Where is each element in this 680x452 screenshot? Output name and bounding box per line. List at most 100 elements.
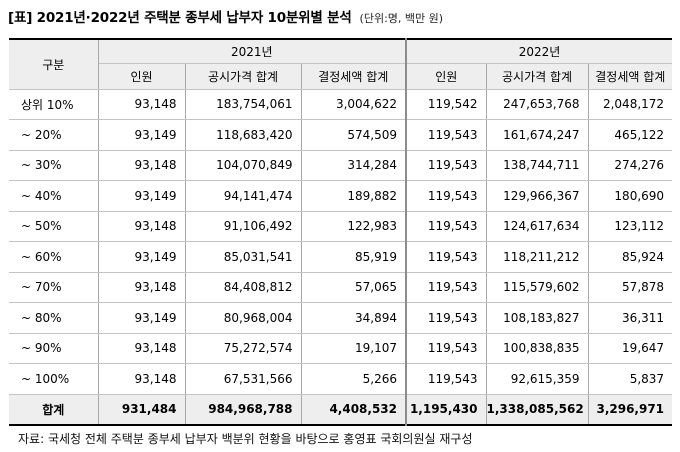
tax-decile-table: 구분 2021년 2022년 인원 공시가격 합계 결정세액 합계 인원 공시가… xyxy=(9,38,673,426)
cell-value: 93,149 xyxy=(97,241,186,273)
cell-value: 93,148 xyxy=(97,332,186,364)
cell-value: 119,543 xyxy=(405,119,487,151)
total-value: 3,296,971 xyxy=(587,393,673,425)
cell-value: 75,272,574 xyxy=(184,332,302,364)
cell-value: 124,617,634 xyxy=(485,210,589,242)
cell-value: 93,148 xyxy=(97,363,186,395)
cell-value: 161,674,247 xyxy=(485,119,589,151)
cell-value: 5,266 xyxy=(300,363,407,395)
header-price-2021: 공시가격 합계 xyxy=(184,62,302,90)
total-value: 1,338,085,562 xyxy=(485,393,589,425)
cell-value: 57,878 xyxy=(587,271,673,303)
cell-value: 91,106,492 xyxy=(184,210,302,242)
header-year-2021: 2021년 xyxy=(97,38,407,64)
title-row: [표] 2021년·2022년 주택분 종부세 납부자 10분위별 분석 (단위… xyxy=(8,6,443,30)
table-row: ~ 20% 93,149 118,683,420 574,509 119,543… xyxy=(9,119,673,151)
cell-value: 314,284 xyxy=(300,149,407,181)
cell-value: 67,531,566 xyxy=(184,363,302,395)
cell-value: 119,543 xyxy=(405,180,487,212)
cell-value: 119,543 xyxy=(405,302,487,334)
cell-value: 123,112 xyxy=(587,210,673,242)
row-label: ~ 50% xyxy=(9,210,99,242)
cell-value: 119,543 xyxy=(405,241,487,273)
row-label: ~ 40% xyxy=(9,180,99,212)
row-label: ~ 70% xyxy=(9,271,99,303)
table-row: 상위 10% 93,148 183,754,061 3,004,622 119,… xyxy=(9,88,673,120)
total-value: 1,195,430 xyxy=(405,393,487,425)
cell-value: 93,149 xyxy=(97,180,186,212)
cell-value: 118,683,420 xyxy=(184,119,302,151)
cell-value: 34,894 xyxy=(300,302,407,334)
cell-value: 119,543 xyxy=(405,332,487,364)
cell-value: 119,543 xyxy=(405,271,487,303)
cell-value: 115,579,602 xyxy=(485,271,589,303)
row-label: ~ 100% xyxy=(9,363,99,395)
row-label: ~ 60% xyxy=(9,241,99,273)
header-price-2022: 공시가격 합계 xyxy=(485,62,589,90)
cell-value: 108,183,827 xyxy=(485,302,589,334)
row-label: ~ 20% xyxy=(9,119,99,151)
cell-value: 93,149 xyxy=(97,302,186,334)
cell-value: 119,543 xyxy=(405,149,487,181)
cell-value: 93,149 xyxy=(97,119,186,151)
cell-value: 574,509 xyxy=(300,119,407,151)
row-label: ~ 90% xyxy=(9,332,99,364)
cell-value: 36,311 xyxy=(587,302,673,334)
table-row: ~ 40% 93,149 94,141,474 189,882 119,543 … xyxy=(9,180,673,212)
cell-value: 84,408,812 xyxy=(184,271,302,303)
cell-value: 93,148 xyxy=(97,149,186,181)
cell-value: 100,838,835 xyxy=(485,332,589,364)
source-note: 자료: 국세청 전체 주택분 종부세 납부자 백분위 현황을 바탕으로 홍영표 … xyxy=(18,432,473,446)
cell-value: 93,148 xyxy=(97,271,186,303)
total-row: 합계 931,484 984,968,788 4,408,532 1,195,4… xyxy=(9,393,673,425)
header-tax-2021: 결정세액 합계 xyxy=(300,62,407,90)
cell-value: 3,004,622 xyxy=(300,88,407,120)
cell-value: 93,148 xyxy=(97,210,186,242)
cell-value: 122,983 xyxy=(300,210,407,242)
header-count-2022: 인원 xyxy=(405,62,487,90)
table-title: [표] 2021년·2022년 주택분 종부세 납부자 10분위별 분석 xyxy=(8,10,352,26)
row-label: 상위 10% xyxy=(9,88,99,120)
cell-value: 80,968,004 xyxy=(184,302,302,334)
total-label: 합계 xyxy=(9,393,99,425)
table-row: ~ 30% 93,148 104,070,849 314,284 119,543… xyxy=(9,149,673,181)
cell-value: 94,141,474 xyxy=(184,180,302,212)
cell-value: 138,744,711 xyxy=(485,149,589,181)
cell-value: 189,882 xyxy=(300,180,407,212)
cell-value: 180,690 xyxy=(587,180,673,212)
cell-value: 57,065 xyxy=(300,271,407,303)
cell-value: 465,122 xyxy=(587,119,673,151)
cell-value: 92,615,359 xyxy=(485,363,589,395)
table-row: ~ 100% 93,148 67,531,566 5,266 119,543 9… xyxy=(9,363,673,395)
header-group: 구분 xyxy=(9,38,99,90)
table-row: ~ 60% 93,149 85,031,541 85,919 119,543 1… xyxy=(9,241,673,273)
total-value: 4,408,532 xyxy=(300,393,407,425)
row-label: ~ 30% xyxy=(9,149,99,181)
cell-value: 85,031,541 xyxy=(184,241,302,273)
cell-value: 93,148 xyxy=(97,88,186,120)
header-year-2022: 2022년 xyxy=(405,38,673,64)
cell-value: 85,919 xyxy=(300,241,407,273)
cell-value: 85,924 xyxy=(587,241,673,273)
cell-value: 5,837 xyxy=(587,363,673,395)
cell-value: 118,211,212 xyxy=(485,241,589,273)
header-tax-2022: 결정세액 합계 xyxy=(587,62,673,90)
cell-value: 104,070,849 xyxy=(184,149,302,181)
table-row: ~ 90% 93,148 75,272,574 19,107 119,543 1… xyxy=(9,332,673,364)
cell-value: 247,653,768 xyxy=(485,88,589,120)
total-value: 984,968,788 xyxy=(184,393,302,425)
total-value: 931,484 xyxy=(97,393,186,425)
cell-value: 119,543 xyxy=(405,210,487,242)
cell-value: 19,107 xyxy=(300,332,407,364)
unit-note: (단위:명, 백만 원) xyxy=(359,12,444,25)
cell-value: 129,966,367 xyxy=(485,180,589,212)
table-row: ~ 70% 93,148 84,408,812 57,065 119,543 1… xyxy=(9,271,673,303)
cell-value: 119,542 xyxy=(405,88,487,120)
table-row: ~ 80% 93,149 80,968,004 34,894 119,543 1… xyxy=(9,302,673,334)
cell-value: 19,647 xyxy=(587,332,673,364)
row-label: ~ 80% xyxy=(9,302,99,334)
cell-value: 183,754,061 xyxy=(184,88,302,120)
header-count-2021: 인원 xyxy=(98,62,186,90)
cell-value: 274,276 xyxy=(587,149,673,181)
table-row: ~ 50% 93,148 91,106,492 122,983 119,543 … xyxy=(9,210,673,242)
